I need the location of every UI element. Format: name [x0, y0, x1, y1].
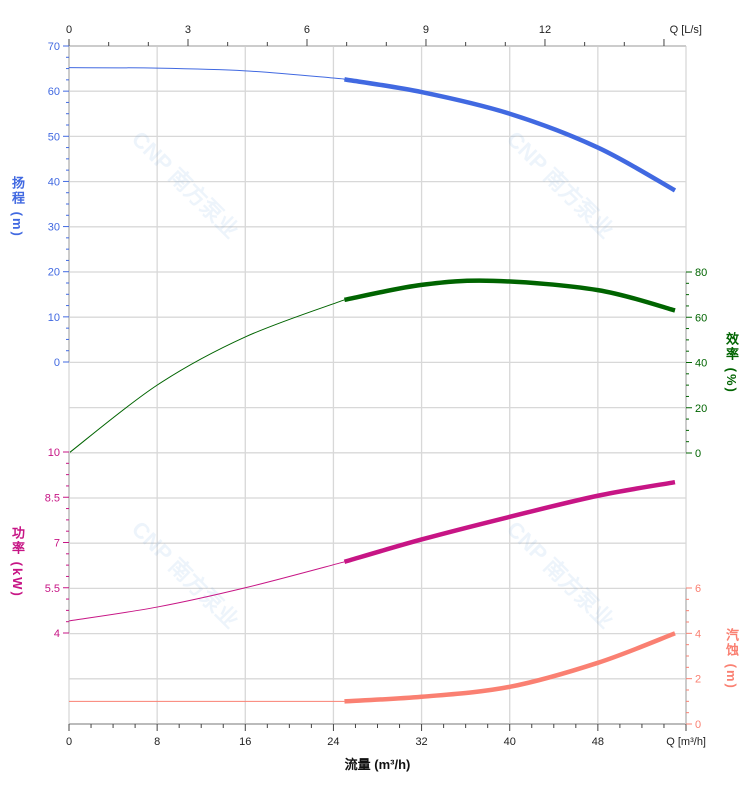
watermark: CNP 南方泵业: [502, 126, 619, 243]
series-line-operating-0: [344, 77, 677, 193]
series-line-thin-1: [68, 299, 345, 454]
y-tick-label: 20: [695, 403, 707, 415]
x-tick-label: 48: [592, 736, 604, 748]
y-tick-label: 4: [54, 628, 60, 640]
y-tick-label: 4: [695, 628, 701, 640]
y-tick-label: 80: [695, 267, 707, 279]
y-tick-label: 60: [48, 86, 60, 98]
series-line-operating-2: [343, 479, 676, 564]
x-top-tick-label: 3: [185, 24, 191, 36]
y-tick-label: 7: [54, 538, 60, 550]
y-tick-label: 5.5: [45, 583, 60, 595]
y-tick-label: 60: [695, 312, 707, 324]
x-axis-title: 流量 (m³/h): [345, 757, 411, 772]
watermark: CNP 南方泵业: [502, 516, 619, 633]
efficiency-axis-label: 效率 (%): [724, 332, 739, 394]
x-unit-label: Q [m³/h]: [666, 736, 706, 748]
series-line-thin-2: [68, 561, 345, 622]
y-tick-label: 20: [48, 267, 60, 279]
y-tick-label: 0: [695, 448, 701, 460]
npsh-axis-label: 汽蚀 (m): [724, 628, 739, 690]
x-tick-label: 40: [504, 736, 516, 748]
x-tick-label: 0: [66, 736, 72, 748]
y-tick-label: 6: [695, 583, 701, 595]
watermark: CNP 南方泵业: [127, 126, 244, 243]
y-tick-label: 40: [48, 176, 60, 188]
y-tick-label: 10: [48, 447, 60, 459]
series-line-thin-0: [68, 67, 346, 80]
series-line-operating-3: [344, 631, 676, 704]
x-top-tick-label: 9: [423, 24, 429, 36]
y-tick-label: 30: [48, 222, 60, 234]
y-tick-label: 10: [48, 312, 60, 324]
y-tick-label: 0: [695, 719, 701, 731]
y-tick-label: 70: [48, 41, 60, 53]
x-top-tick-label: 0: [66, 24, 72, 36]
y-tick-label: 2: [695, 674, 701, 686]
power-axis-label: 功率 (kW): [10, 526, 25, 598]
y-tick-label: 50: [48, 131, 60, 143]
y-tick-label: 8.5: [45, 492, 60, 504]
x-tick-label: 16: [239, 736, 251, 748]
watermark: CNP 南方泵业: [127, 516, 244, 633]
x-tick-label: 32: [415, 736, 427, 748]
y-tick-label: 40: [695, 358, 707, 370]
x-tick-label: 8: [154, 736, 160, 748]
series-line-operating-1: [344, 278, 676, 313]
x-top-tick-label: 6: [304, 24, 310, 36]
y-tick-label: 0: [54, 357, 60, 369]
x-top-unit-label: Q [L/s]: [670, 24, 702, 36]
x-top-tick-label: 12: [539, 24, 551, 36]
head-axis-label: 扬程 (m): [10, 176, 25, 238]
x-tick-label: 24: [327, 736, 339, 748]
